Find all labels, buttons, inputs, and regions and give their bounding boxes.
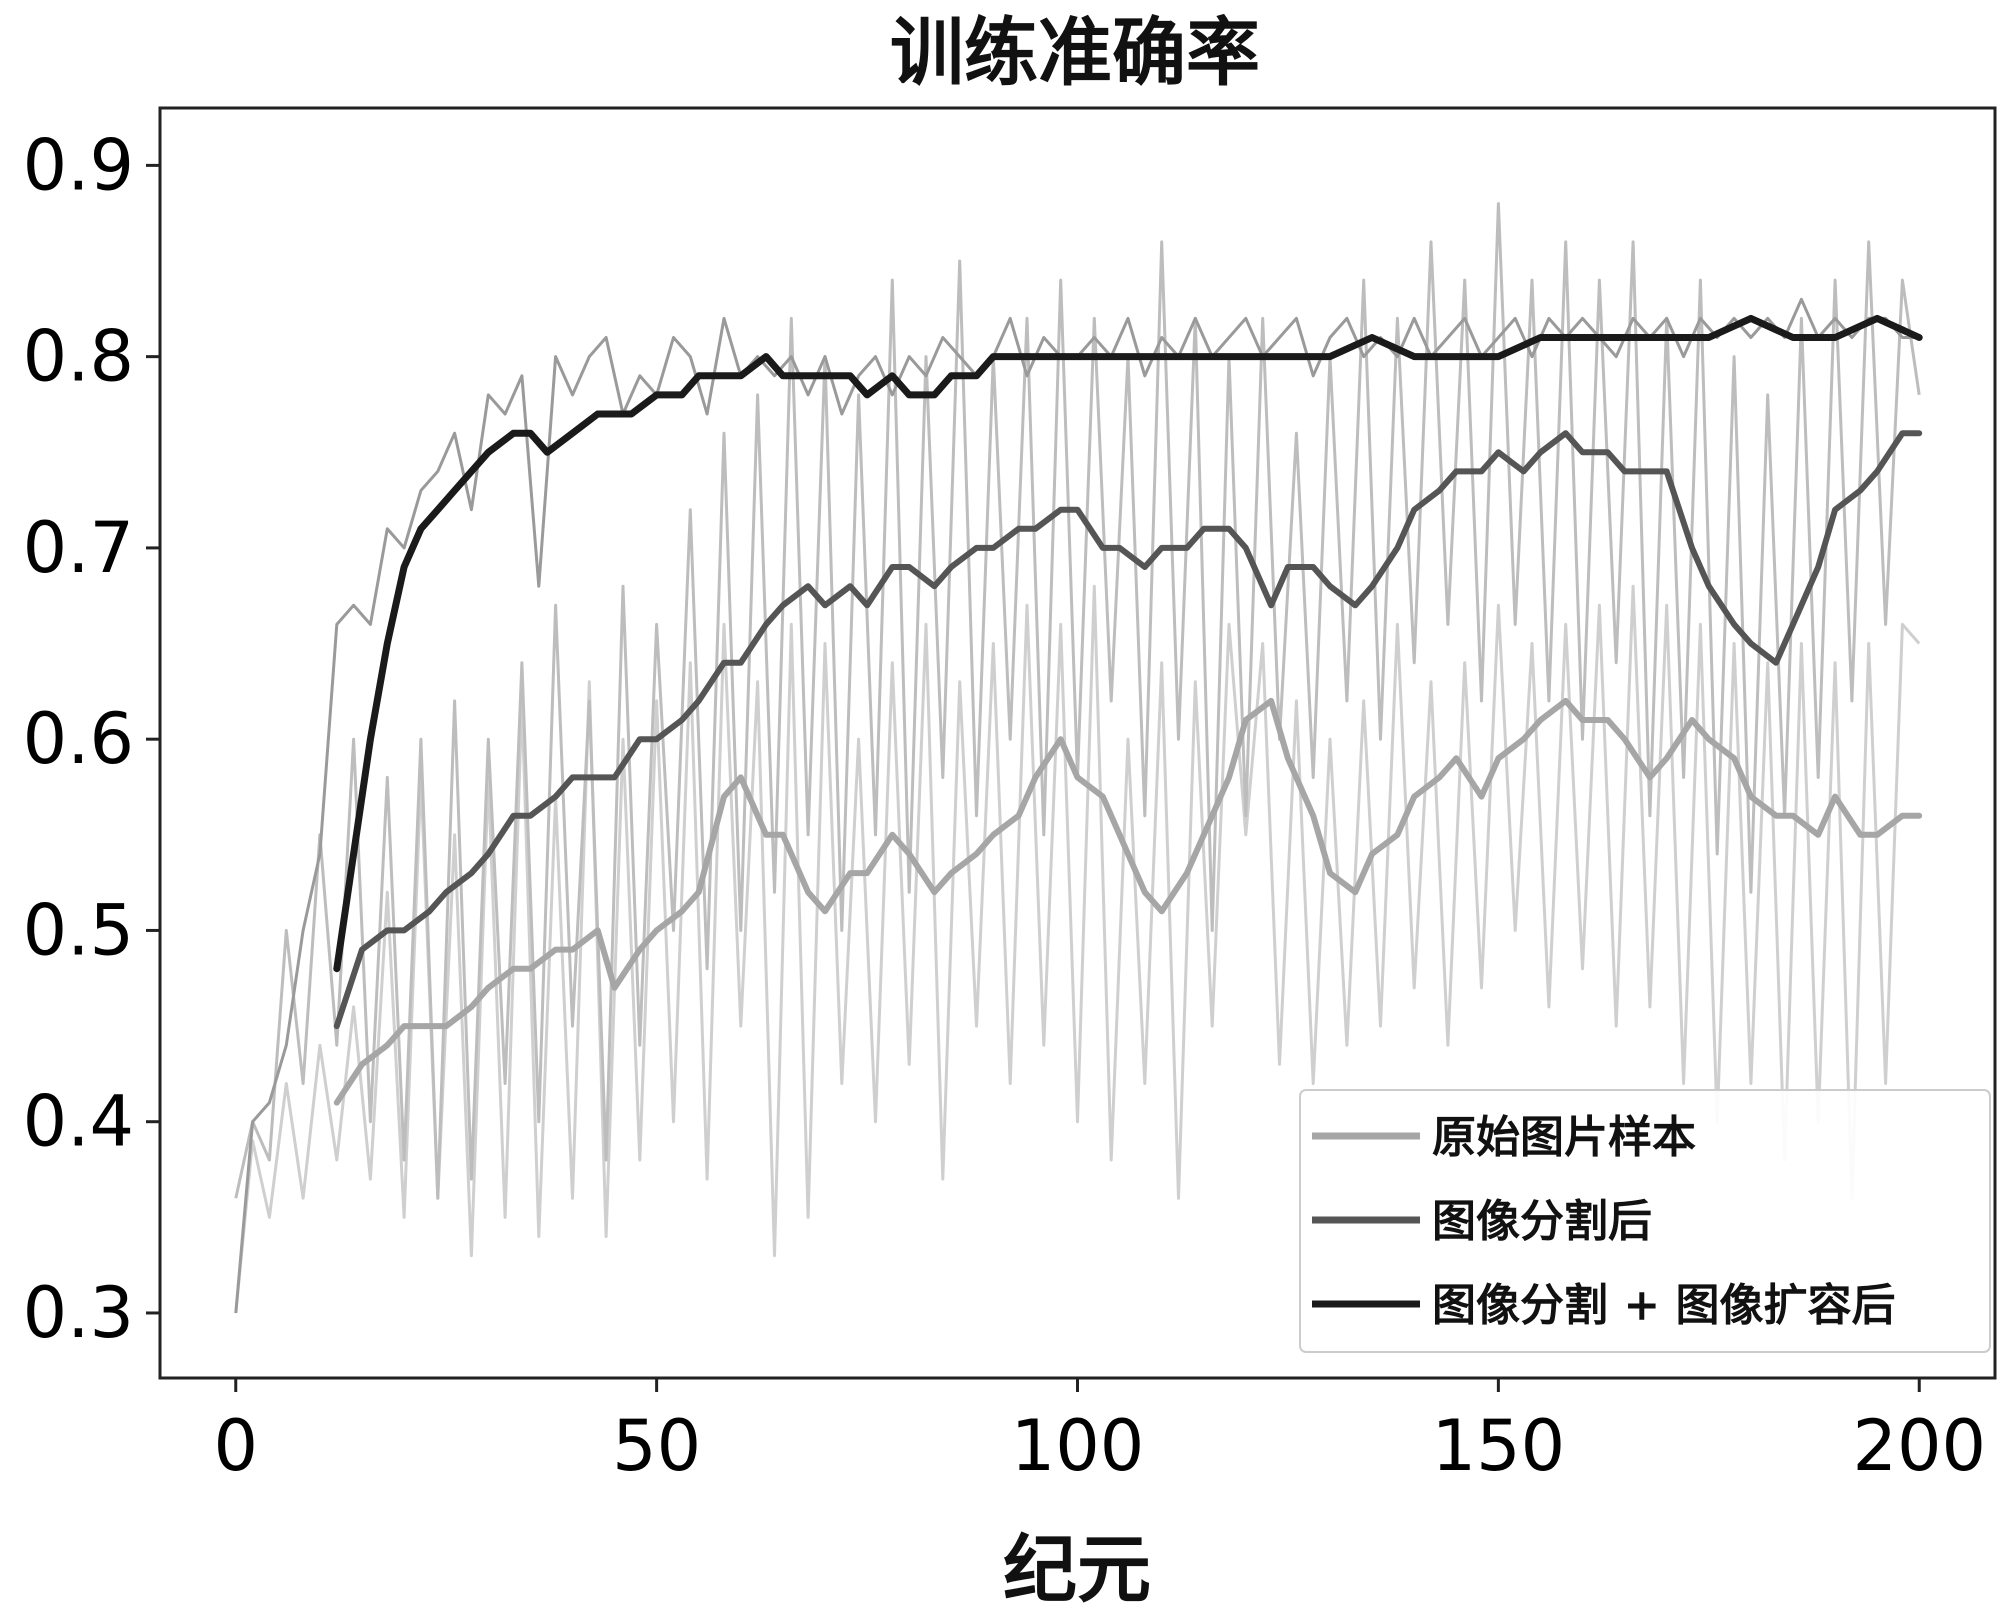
y-tick-label: 0.6 (23, 698, 134, 780)
legend-label-original: 原始图片样本 (1432, 1112, 1696, 1163)
y-tick-label: 0.7 (23, 507, 134, 589)
legend-entry-original: 原始图片样本 (1312, 1112, 1696, 1163)
legend: 原始图片样本 图像分割后 图像分割 + 图像扩容后 (1299, 1089, 1991, 1353)
legend-entry-augmented: 图像分割 + 图像扩容后 (1312, 1280, 1896, 1331)
legend-label-augmented: 图像分割 + 图像扩容后 (1432, 1280, 1896, 1331)
series-line-original-raw (234, 584, 1921, 1314)
x-tick-label: 50 (612, 1405, 701, 1487)
x-tick-label: 0 (213, 1405, 258, 1487)
chart-title: 训练准确率 (890, 10, 1260, 96)
legend-entry-segmented: 图像分割后 (1312, 1196, 1652, 1247)
y-tick-label: 0.5 (23, 889, 134, 971)
legend-frame (1299, 1089, 1991, 1353)
y-tick-label: 0.3 (23, 1272, 134, 1354)
x-tick-label: 200 (1852, 1405, 1986, 1487)
series-line-original-smoothed (333, 697, 1923, 1106)
x-axis-ticks: 0 50 100 150 200 (213, 1378, 1986, 1487)
legend-label-segmented: 图像分割后 (1432, 1196, 1652, 1247)
x-tick-label: 100 (1011, 1405, 1145, 1487)
series-line-augmented-smoothed (333, 314, 1923, 973)
x-tick-label: 150 (1432, 1405, 1566, 1487)
y-tick-label: 0.9 (23, 124, 134, 206)
series-line-segmented-smoothed (333, 430, 1923, 1030)
y-axis-ticks: 0.3 0.4 0.5 0.6 0.7 0.8 0.9 (23, 124, 160, 1354)
y-tick-label: 0.4 (23, 1081, 134, 1163)
x-axis-label: 纪元 (1003, 1527, 1151, 1612)
y-tick-label: 0.8 (23, 316, 134, 398)
smoothed-series-layer (333, 314, 1923, 1106)
